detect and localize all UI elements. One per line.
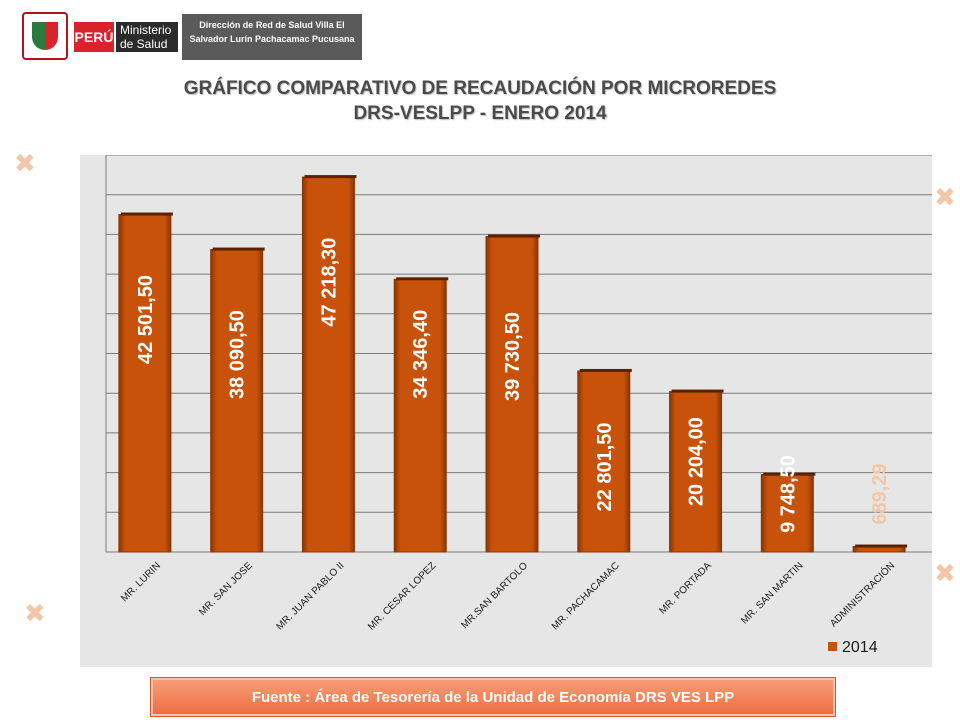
bar xyxy=(669,391,723,553)
bar-top-edge xyxy=(120,212,173,216)
bar-top-edge xyxy=(212,247,265,251)
data-label: 39 730,50 xyxy=(502,312,524,401)
data-label: 42 501,50 xyxy=(135,275,157,364)
ministry-logo: PERÚ Ministerio de Salud xyxy=(18,10,178,62)
bar-top-edge xyxy=(855,544,908,548)
bar xyxy=(210,249,264,553)
data-label: 9 748,50 xyxy=(777,455,799,533)
decorative-x-mark: ✖ xyxy=(934,558,956,588)
data-label: 38 090,50 xyxy=(227,310,249,399)
bar xyxy=(301,176,355,553)
coat-of-arms-icon xyxy=(22,12,68,60)
bar-top-edge xyxy=(763,472,816,476)
bar xyxy=(577,370,631,553)
chart-title-line-2: DRS-VESLPP - ENERO 2014 xyxy=(353,103,607,124)
bar xyxy=(485,236,539,553)
data-label: 22 801,50 xyxy=(594,422,616,511)
bar-top-edge xyxy=(396,277,449,281)
decorative-x-mark: ✖ xyxy=(24,598,46,628)
data-label: 20 204,00 xyxy=(686,417,708,506)
data-label: 47 218,30 xyxy=(318,238,340,327)
data-label: 34 346,40 xyxy=(410,310,432,399)
chart-title: GRÁFICO COMPARATIVO DE RECAUDACIÓN POR M… xyxy=(60,76,900,126)
decorative-x-mark: ✖ xyxy=(934,182,956,212)
logo-ministry-label: Ministerio de Salud xyxy=(116,22,178,52)
decorative-x-mark: ✖ xyxy=(14,148,36,178)
bar-top-edge xyxy=(304,175,357,179)
legend-label: 2014 xyxy=(842,639,878,656)
bar-top-edge xyxy=(579,368,632,372)
bar xyxy=(118,214,172,553)
header-institution-box: Dirección de Red de Salud Villa El Salva… xyxy=(182,14,362,60)
source-footer: Fuente : Área de Tesorería de la Unidad … xyxy=(150,677,836,717)
bar xyxy=(393,278,447,553)
bar-top-edge xyxy=(488,234,540,238)
chart-title-line-1: GRÁFICO COMPARATIVO DE RECAUDACIÓN POR M… xyxy=(183,78,777,99)
bar-top-edge xyxy=(671,389,724,393)
data-label: 689,29 xyxy=(869,463,891,524)
legend-swatch xyxy=(828,642,837,651)
logo-country-label: PERÚ xyxy=(74,22,114,52)
